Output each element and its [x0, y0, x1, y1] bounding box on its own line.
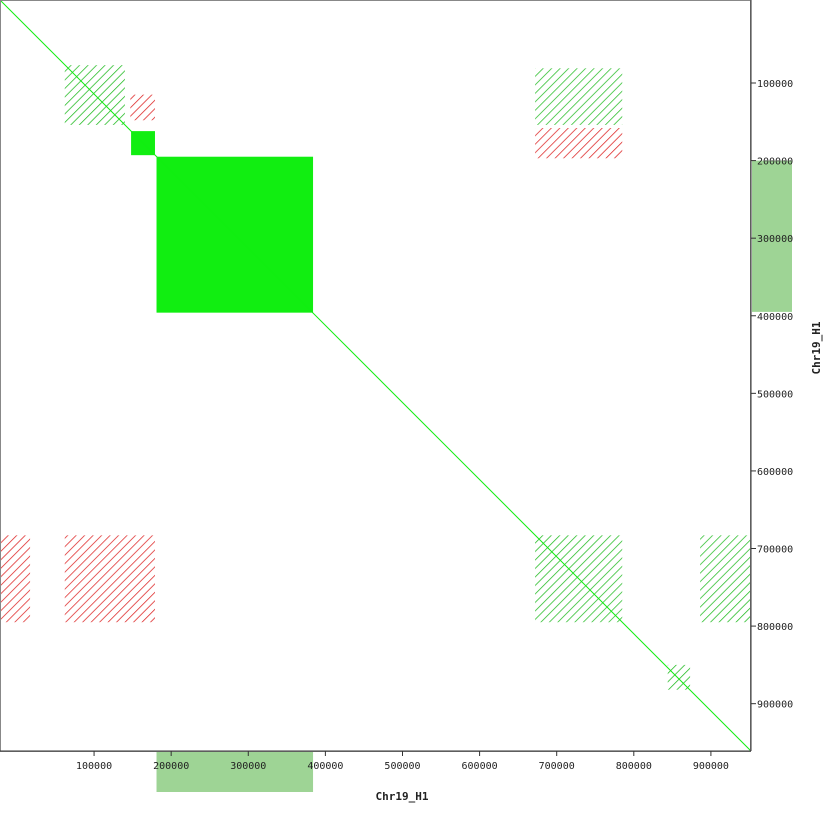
y-tick-label: 100000 [757, 79, 793, 90]
y-tick-label: 800000 [757, 622, 793, 633]
alignment-region [0, 535, 31, 623]
alignment-region [667, 664, 691, 690]
y-tick-label: 500000 [757, 389, 793, 400]
y-highlight [752, 160, 792, 312]
alignment-region [130, 94, 155, 121]
x-highlight [156, 752, 314, 792]
y-tick-label: 700000 [757, 545, 793, 556]
alignment-region [535, 68, 623, 125]
x-tick-label: 800000 [616, 761, 652, 772]
x-tick-label: 700000 [539, 761, 575, 772]
x-tick-label: 400000 [307, 761, 343, 772]
diagonal [0, 0, 752, 752]
y-tick-label: 400000 [757, 312, 793, 323]
y-tick-label: 300000 [757, 234, 793, 245]
alignment-region [64, 535, 155, 623]
x-tick-label: 100000 [76, 761, 112, 772]
x-tick-label: 900000 [693, 761, 729, 772]
y-tick-label: 200000 [757, 157, 793, 168]
y-tick-label: 600000 [757, 467, 793, 478]
y-tick-label: 900000 [757, 700, 793, 711]
alignment-region [700, 535, 751, 623]
x-axis-label: Chr19_H1 [376, 790, 429, 803]
alignment-region [535, 128, 623, 159]
x-tick-label: 300000 [230, 761, 266, 772]
x-tick-label: 200000 [153, 761, 189, 772]
x-tick-label: 500000 [384, 761, 420, 772]
y-axis-label: Chr19_H1 [810, 321, 823, 374]
x-tick-label: 600000 [462, 761, 498, 772]
